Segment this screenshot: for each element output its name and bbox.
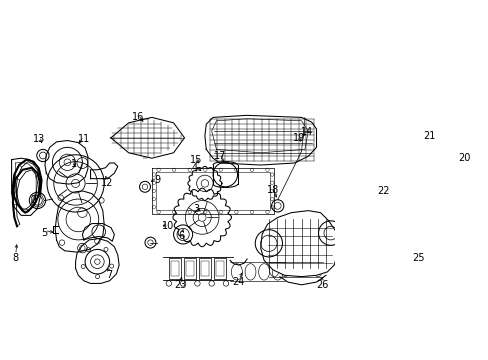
Text: 20: 20 bbox=[458, 153, 470, 163]
Text: 12: 12 bbox=[101, 179, 114, 188]
Text: 6: 6 bbox=[178, 231, 184, 241]
Text: 17: 17 bbox=[213, 151, 225, 161]
Text: 5: 5 bbox=[41, 228, 47, 238]
Text: 3: 3 bbox=[193, 204, 199, 213]
Polygon shape bbox=[90, 163, 118, 179]
Text: 10: 10 bbox=[162, 221, 174, 231]
Text: 8: 8 bbox=[13, 253, 19, 263]
Polygon shape bbox=[55, 191, 104, 252]
Text: 4: 4 bbox=[191, 163, 197, 173]
Text: 23: 23 bbox=[174, 280, 186, 291]
Polygon shape bbox=[76, 239, 119, 283]
Text: 22: 22 bbox=[376, 186, 388, 196]
Bar bbox=[201, 261, 208, 276]
Text: 18: 18 bbox=[266, 185, 279, 195]
Text: 19: 19 bbox=[292, 133, 305, 143]
Bar bbox=[183, 258, 196, 279]
Bar bbox=[395, 114, 488, 122]
Text: 26: 26 bbox=[315, 280, 327, 291]
Polygon shape bbox=[260, 211, 336, 276]
Bar bbox=[170, 261, 179, 276]
Text: 15: 15 bbox=[189, 154, 202, 165]
Text: 14: 14 bbox=[300, 127, 312, 138]
Bar bbox=[215, 261, 224, 276]
Bar bbox=[185, 261, 194, 276]
Text: 9: 9 bbox=[154, 175, 160, 185]
Text: 21: 21 bbox=[423, 131, 435, 141]
Bar bbox=[198, 258, 211, 279]
Text: 13: 13 bbox=[33, 134, 45, 144]
Text: 2: 2 bbox=[30, 195, 37, 206]
Polygon shape bbox=[45, 140, 88, 184]
Text: 1: 1 bbox=[71, 159, 77, 169]
Text: 25: 25 bbox=[411, 253, 424, 263]
Text: 7: 7 bbox=[106, 270, 113, 280]
Text: 16: 16 bbox=[132, 112, 144, 122]
Polygon shape bbox=[82, 224, 114, 241]
Polygon shape bbox=[111, 117, 184, 158]
Bar bbox=[213, 258, 225, 279]
Text: 11: 11 bbox=[78, 134, 90, 144]
Bar bbox=[168, 258, 181, 279]
Bar bbox=[396, 117, 488, 173]
Text: 24: 24 bbox=[232, 277, 244, 287]
Polygon shape bbox=[204, 115, 316, 165]
